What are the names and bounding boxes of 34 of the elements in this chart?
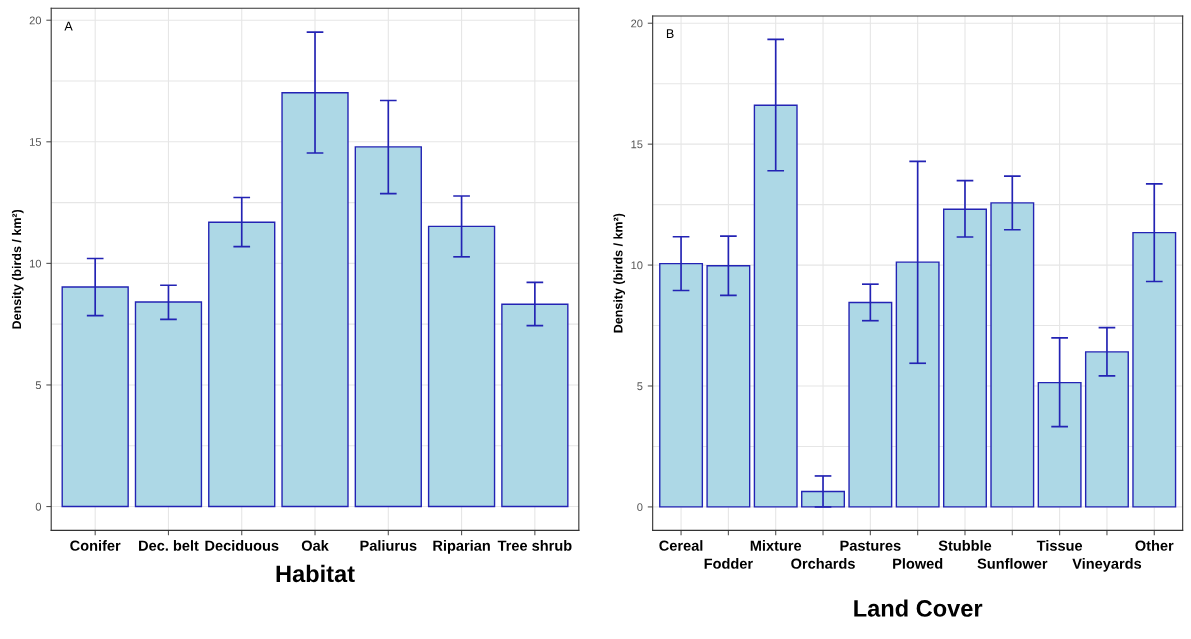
- x-tick-label: Stubble: [938, 540, 992, 551]
- y-tick-label: 0: [35, 502, 42, 511]
- x-tick-label: Fodder: [704, 558, 753, 569]
- x-tick-label: Deciduous: [205, 540, 279, 551]
- x-tick-label: Tissue: [1036, 540, 1083, 551]
- x-tick-label: Orchards: [791, 558, 855, 569]
- annotation: B: [666, 29, 674, 38]
- x-tick-label: Cereal: [659, 540, 703, 551]
- y-tick-label: 20: [29, 16, 42, 25]
- y-tick-label: 0: [637, 503, 643, 512]
- y-tick-label: 10: [631, 261, 643, 270]
- y-tick-label: 5: [35, 381, 42, 390]
- x-axis-title: Land Cover: [854, 599, 983, 617]
- x-tick-label: Tree shrub: [497, 540, 572, 551]
- x-tick-label: Vineyards: [1072, 558, 1142, 572]
- x-tick-label: Other: [1135, 540, 1174, 551]
- y-axis-title: Density (birds / km²): [11, 209, 24, 329]
- y-axis-title: Density (birds / km²): [613, 213, 626, 333]
- y-tick-label: 15: [29, 138, 42, 146]
- y-tick-label: 20: [631, 19, 643, 28]
- y-tick-label: 15: [631, 140, 643, 149]
- x-tick-label: Dec. belt: [139, 540, 199, 551]
- x-tick-label: Plowed: [893, 558, 943, 569]
- x-tick-label: Paliurus: [360, 540, 417, 551]
- x-tick-label: Conifer: [70, 540, 121, 551]
- x-tick-label: Riparian: [433, 540, 490, 554]
- annotation: A: [64, 21, 73, 31]
- x-tick-label: Pastures: [840, 540, 901, 551]
- x-tick-label: Sunflower: [977, 558, 1048, 569]
- x-tick-label: Mixture: [750, 540, 802, 551]
- x-tick-label: Oak: [301, 540, 329, 551]
- y-tick-label: 5: [637, 382, 643, 391]
- x-axis-title: Habitat: [276, 564, 355, 583]
- y-tick-label: 10: [29, 259, 42, 268]
